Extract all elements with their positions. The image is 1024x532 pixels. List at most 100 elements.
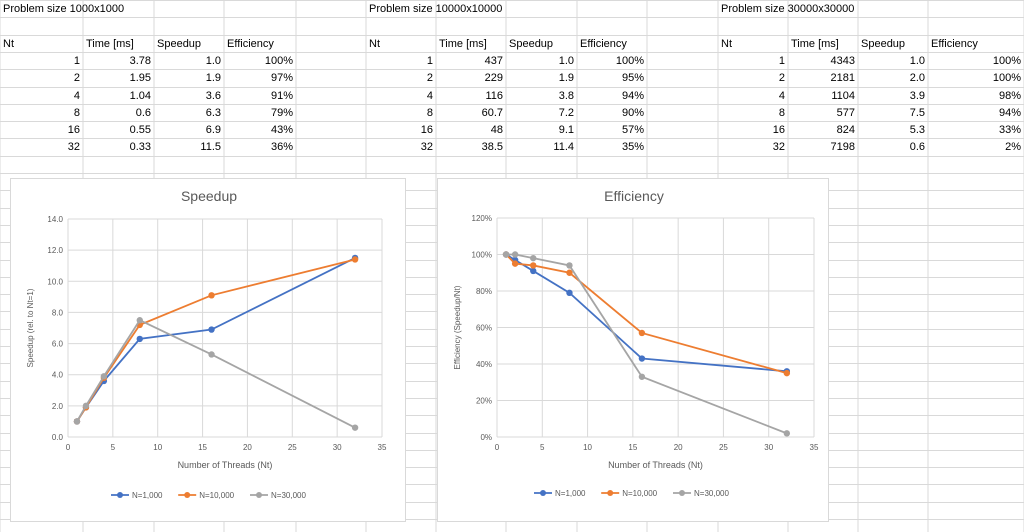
table-cell[interactable]: 1.0 <box>909 55 925 67</box>
table-cell[interactable]: 11.5 <box>200 141 221 153</box>
table-cell[interactable]: 1.0 <box>558 55 574 67</box>
table-cell[interactable]: 90% <box>621 107 644 119</box>
table-cell[interactable]: 1 <box>778 55 785 67</box>
table-cell[interactable]: 57% <box>621 124 644 136</box>
table-cell[interactable]: 97% <box>270 72 293 84</box>
table-cell[interactable]: 7198 <box>830 141 855 153</box>
table-cell[interactable]: 1 <box>426 55 433 67</box>
table-cell[interactable]: 8 <box>778 107 785 119</box>
table-cell[interactable]: 32 <box>420 141 433 153</box>
table-cell[interactable]: 32 <box>772 141 785 153</box>
table-cell[interactable]: 1104 <box>831 90 855 102</box>
table-cell[interactable]: 1.9 <box>205 72 221 84</box>
table-cell[interactable]: 43% <box>270 124 293 136</box>
efficiency-chart-svg: Efficiency 0% 20% 40% 60% 80% 100% 120% 0 5 10 15 20… <box>453 188 819 498</box>
x-tick-label: 0 <box>66 443 71 452</box>
table-cell[interactable]: 79% <box>270 107 293 119</box>
table-cell[interactable]: 4343 <box>830 55 855 67</box>
table-cell[interactable]: 94% <box>621 90 644 102</box>
table-cell[interactable]: 11.4 <box>553 141 574 153</box>
table-cell[interactable]: 16 <box>772 124 785 136</box>
column-header[interactable]: Speedup <box>861 38 906 50</box>
table-cell[interactable]: 2% <box>1005 141 1021 153</box>
legend-swatch-marker <box>607 490 614 496</box>
table-cell[interactable]: 48 <box>490 124 503 136</box>
table-cell[interactable]: 3.9 <box>909 90 925 102</box>
table-cell[interactable]: 1.04 <box>129 90 151 102</box>
column-header[interactable]: Nt <box>3 38 14 50</box>
table-cell[interactable]: 100% <box>992 72 1021 84</box>
column-header[interactable]: Nt <box>369 38 380 50</box>
table-cell[interactable]: 4 <box>426 90 433 102</box>
table-cell[interactable]: 8 <box>426 107 433 119</box>
column-header[interactable]: Efficiency <box>580 38 627 50</box>
table-title[interactable]: Problem size 10000x10000 <box>369 3 503 15</box>
table-cell[interactable]: 100% <box>992 55 1021 67</box>
column-header[interactable]: Time [ms] <box>791 38 839 50</box>
table-cell[interactable]: 0.6 <box>909 141 925 153</box>
table-cell[interactable]: 229 <box>484 72 503 84</box>
table-cell[interactable]: 2 <box>778 72 785 84</box>
table-cell[interactable]: 0.6 <box>135 107 151 119</box>
table-cell[interactable]: 38.5 <box>481 141 503 153</box>
table-cell[interactable]: 1.0 <box>205 55 221 67</box>
table-cell[interactable]: 0.55 <box>129 124 151 136</box>
table-cell[interactable]: 5.3 <box>909 124 925 136</box>
column-header[interactable]: Nt <box>721 38 732 50</box>
table-cell[interactable]: 2181 <box>830 72 855 84</box>
table-cell[interactable]: 100% <box>615 55 644 67</box>
table-title[interactable]: Problem size 1000x1000 <box>3 3 125 15</box>
table-cell[interactable]: 100% <box>264 55 293 67</box>
table-cell[interactable]: 1.95 <box>129 72 151 84</box>
y-tick-label: 6.0 <box>52 340 64 349</box>
table-cell[interactable]: 36% <box>270 141 293 153</box>
table-cell[interactable]: 4 <box>778 90 785 102</box>
data-point <box>783 369 791 377</box>
column-header[interactable]: Time [ms] <box>86 38 134 50</box>
efficiency-chart[interactable]: Efficiency 0% 20% 40% 60% 80% 100% 120% 0 5 10 15 20… <box>437 178 829 522</box>
data-point <box>82 402 90 410</box>
column-header[interactable]: Efficiency <box>227 38 274 50</box>
table-cell[interactable]: 60.7 <box>481 107 503 119</box>
table-cell[interactable]: 577 <box>836 107 855 119</box>
table-cell[interactable]: 35% <box>621 141 644 153</box>
table-cell[interactable]: 1.9 <box>558 72 574 84</box>
table-cell[interactable]: 1 <box>73 55 80 67</box>
table-title[interactable]: Problem size 30000x30000 <box>721 3 855 15</box>
column-header[interactable]: Speedup <box>509 38 554 50</box>
table-cell[interactable]: 3.78 <box>129 55 151 67</box>
table-cell[interactable]: 94% <box>998 107 1021 119</box>
table-cell[interactable]: 8 <box>73 107 80 119</box>
y-tick-label: 2.0 <box>52 402 64 411</box>
table-cell[interactable]: 9.1 <box>558 124 574 136</box>
speedup-chart[interactable]: Speedup 0.0 2.0 4.0 6.0 8.0 10.0 12.0 14.0 0 5 10 15… <box>10 178 406 522</box>
table-cell[interactable]: 437 <box>484 55 503 67</box>
table-cell[interactable]: 6.9 <box>205 124 221 136</box>
table-cell[interactable]: 16 <box>420 124 433 136</box>
table-cell[interactable]: 6.3 <box>205 107 221 119</box>
column-header[interactable]: Speedup <box>157 38 202 50</box>
table-cell[interactable]: 91% <box>270 90 293 102</box>
column-header[interactable]: Time [ms] <box>439 38 487 50</box>
table-cell[interactable]: 3.8 <box>558 90 574 102</box>
table-cell[interactable]: 3.6 <box>205 90 221 102</box>
table-cell[interactable]: 2.0 <box>909 72 925 84</box>
x-tick-label: 20 <box>674 443 683 452</box>
table-cell[interactable]: 95% <box>621 72 644 84</box>
table-cell[interactable]: 32 <box>67 141 80 153</box>
table-cell[interactable]: 16 <box>67 124 80 136</box>
table-cell[interactable]: 2 <box>426 72 433 84</box>
data-point <box>208 326 215 333</box>
table-cell[interactable]: 824 <box>836 124 855 136</box>
y-tick-label: 8.0 <box>52 308 64 317</box>
x-tick-label: 0 <box>495 443 500 452</box>
column-header[interactable]: Efficiency <box>931 38 978 50</box>
table-cell[interactable]: 7.5 <box>909 107 925 119</box>
table-cell[interactable]: 98% <box>998 90 1021 102</box>
table-cell[interactable]: 7.2 <box>558 107 574 119</box>
table-cell[interactable]: 4 <box>73 90 80 102</box>
table-cell[interactable]: 2 <box>73 72 80 84</box>
table-cell[interactable]: 0.33 <box>129 141 151 153</box>
table-cell[interactable]: 33% <box>998 124 1021 136</box>
table-cell[interactable]: 116 <box>485 90 503 102</box>
